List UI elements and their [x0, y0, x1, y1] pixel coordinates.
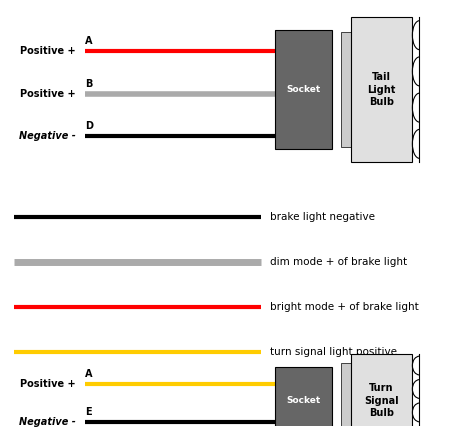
- Text: Positive +: Positive +: [20, 379, 76, 389]
- FancyBboxPatch shape: [341, 363, 351, 428]
- Text: D: D: [85, 121, 93, 131]
- Text: Positive +: Positive +: [20, 46, 76, 56]
- Text: A: A: [85, 36, 93, 46]
- Text: Positive +: Positive +: [20, 89, 76, 99]
- Text: turn signal light positive: turn signal light positive: [270, 347, 397, 357]
- FancyBboxPatch shape: [351, 354, 412, 428]
- Text: bright mode + of brake light: bright mode + of brake light: [270, 302, 419, 312]
- Text: B: B: [85, 79, 93, 89]
- FancyBboxPatch shape: [341, 32, 351, 148]
- Text: Negative -: Negative -: [19, 131, 76, 141]
- Text: Tail
Light
Bulb: Tail Light Bulb: [367, 72, 396, 107]
- FancyBboxPatch shape: [351, 17, 412, 162]
- Text: Socket: Socket: [286, 396, 320, 405]
- Text: dim mode + of brake light: dim mode + of brake light: [270, 257, 407, 267]
- Text: Negative -: Negative -: [19, 417, 76, 427]
- Text: Socket: Socket: [286, 85, 320, 94]
- Text: Turn
Signal
Bulb: Turn Signal Bulb: [364, 383, 399, 418]
- FancyBboxPatch shape: [275, 367, 332, 428]
- Text: brake light negative: brake light negative: [270, 212, 375, 223]
- Text: A: A: [85, 369, 93, 378]
- FancyBboxPatch shape: [275, 30, 332, 149]
- Text: E: E: [85, 407, 92, 417]
